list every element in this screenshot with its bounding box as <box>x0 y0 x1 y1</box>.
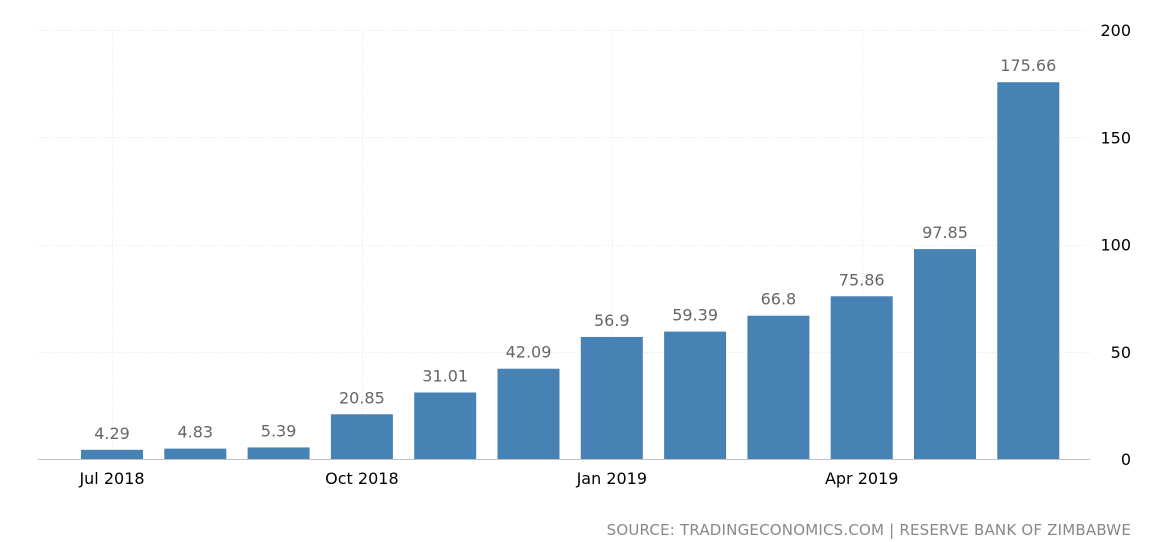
bar-value-label: 59.39 <box>672 306 718 325</box>
bar <box>997 82 1060 460</box>
bar-value-label: 97.85 <box>922 223 968 242</box>
bar-value-label: 5.39 <box>261 421 297 440</box>
bar-value-label: 4.29 <box>94 424 130 443</box>
bar-value-label: 56.9 <box>594 311 630 330</box>
y-tick-label: 200 <box>1100 21 1131 40</box>
bar <box>414 392 477 459</box>
y-tick-label: 0 <box>1121 450 1131 469</box>
x-tick-label: Jan 2019 <box>576 469 647 488</box>
y-tick-label: 100 <box>1100 236 1131 255</box>
bar-value-label: 42.09 <box>506 343 552 362</box>
bar <box>580 336 643 459</box>
y-tick-label: 150 <box>1100 128 1131 147</box>
bar <box>81 449 143 459</box>
y-tick-label: 50 <box>1111 343 1131 362</box>
x-tick-label: Jul 2018 <box>78 469 144 488</box>
source-attribution: SOURCE: TRADINGECONOMICS.COM | RESERVE B… <box>606 521 1131 539</box>
x-axis: Jul 2018 Oct 2018 Jan 2019 Apr 2019 <box>38 459 1090 488</box>
bar <box>497 368 560 459</box>
bar-value-label: 31.01 <box>422 366 468 385</box>
bar-value-label: 20.85 <box>339 388 385 407</box>
bars <box>81 82 1060 460</box>
bar-value-label: 175.66 <box>1000 56 1056 75</box>
bar-value-label: 4.83 <box>177 423 213 442</box>
bar-value-label: 75.86 <box>839 270 885 289</box>
bar-value-label: 66.8 <box>761 290 797 309</box>
y-axis: 0 50 100 150 200 <box>1100 21 1131 469</box>
bar <box>747 315 810 459</box>
bar <box>664 331 727 459</box>
bar <box>914 249 976 459</box>
x-tick-label: Oct 2018 <box>325 469 398 488</box>
bar <box>164 448 227 459</box>
x-tick-label: Apr 2019 <box>825 469 898 488</box>
bar <box>830 296 893 459</box>
bar <box>330 414 393 459</box>
bar <box>247 447 310 459</box>
data-labels: 4.29 4.83 5.39 20.85 31.01 42.09 56.9 59.39 66.8… <box>94 56 1056 443</box>
